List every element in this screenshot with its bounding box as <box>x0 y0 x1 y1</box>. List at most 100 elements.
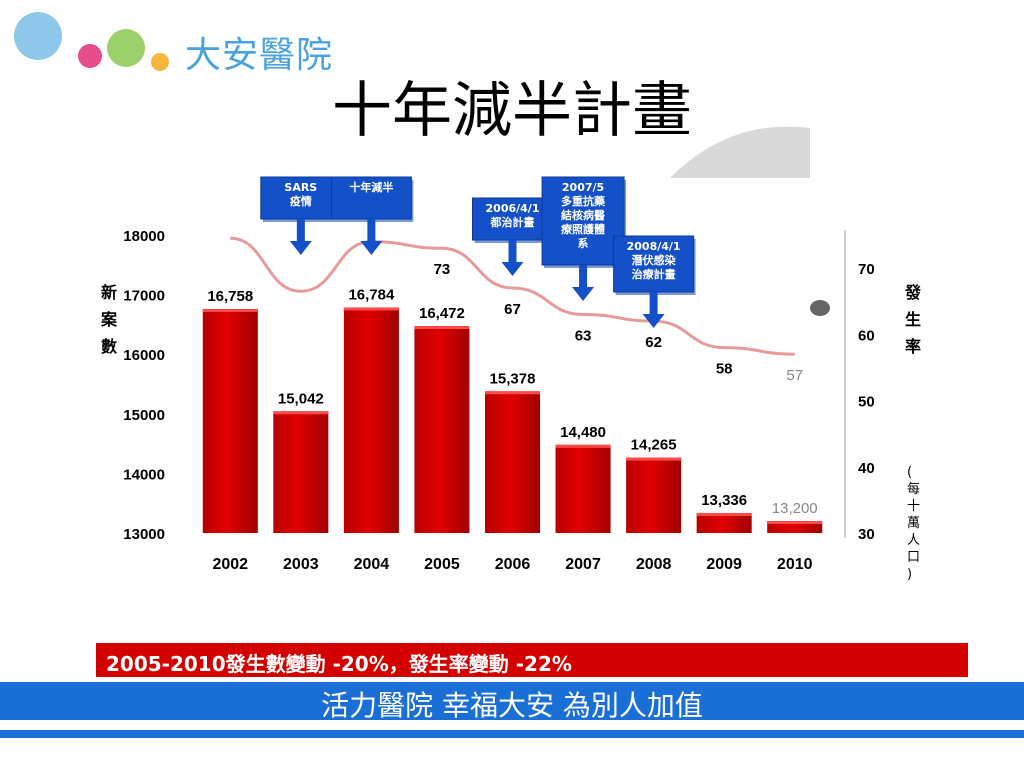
rate-value-label: 58 <box>716 361 733 378</box>
rate-value-label: 62 <box>645 334 662 351</box>
logo-circle-yellow <box>151 53 169 71</box>
bar-highlight <box>696 512 752 516</box>
bar <box>555 444 611 533</box>
y-tick-label-right: 40 <box>858 460 875 477</box>
bar <box>484 391 541 533</box>
callout-text: 2006/4/1 <box>486 202 540 215</box>
bar-highlight <box>343 307 399 311</box>
callout-box <box>472 197 553 241</box>
summary-banner <box>96 643 968 677</box>
callout-box <box>260 176 342 220</box>
bar <box>767 521 823 533</box>
callout-text: 療照護體 <box>561 222 605 236</box>
logo-circle-green <box>107 29 145 67</box>
callout-arrow <box>289 219 312 255</box>
bar-value-label: 13,336 <box>701 492 747 509</box>
x-tick-label: 2009 <box>706 556 742 573</box>
bar-value-label: 15,378 <box>490 370 536 387</box>
x-tick-label: 2003 <box>283 556 319 573</box>
callout-text: 都治計畫 <box>490 215 535 229</box>
callout-arrow <box>501 240 524 276</box>
summary-text: 2005-2010發生數變動 -20%，發生率變動 -22% <box>106 652 572 676</box>
rate-value-label: 57 <box>786 367 803 384</box>
x-tick-label: 2005 <box>424 556 460 573</box>
callout-text: 2007/5 <box>562 181 604 194</box>
y-axis-unit-char: 每 <box>907 481 920 497</box>
x-tick-label: 2004 <box>354 556 390 573</box>
callout-text: 治療計畫 <box>632 267 676 281</box>
incidence-chart: 13000 14000 15000 16000 17000 18000 新案數 30 40 50 6… <box>100 176 922 582</box>
bar-highlight <box>202 309 258 313</box>
x-tick-label: 2010 <box>777 556 813 573</box>
callout-text: SARS <box>284 181 317 194</box>
y-axis-unit-char: 口 <box>907 550 920 565</box>
y-tick-label-right: 30 <box>858 526 875 543</box>
y-axis-unit-char: ( <box>907 465 912 480</box>
bar <box>414 326 470 533</box>
rate-value-label: 67 <box>504 301 521 318</box>
y-axis-label-left-char: 案 <box>100 310 118 329</box>
callout-arrow <box>642 292 665 328</box>
callout-box <box>613 235 695 293</box>
bar <box>343 307 399 533</box>
y-axis-unit-char: 萬 <box>907 516 920 531</box>
y-tick-label-left: 15000 <box>123 407 165 424</box>
bar-highlight <box>767 521 823 525</box>
callout-text: 潛伏感染 <box>632 253 677 267</box>
bar-value-label: 13,200 <box>772 500 818 517</box>
bar-highlight <box>484 391 541 395</box>
bar <box>696 512 752 533</box>
callout-text: 結核病醫 <box>561 208 605 222</box>
y-axis-unit-char: ) <box>907 567 912 582</box>
x-tick-label: 2008 <box>636 556 672 573</box>
bar-value-label: 15,042 <box>278 390 324 407</box>
callout-text: 2008/4/1 <box>627 240 681 253</box>
callout-arrow <box>572 265 595 301</box>
y-axis-label-right-char: 發 <box>904 283 922 302</box>
bar <box>202 309 258 533</box>
y-axis-label-right-char: 生 <box>905 310 921 329</box>
rate-line <box>230 236 795 356</box>
y-tick-label-right: 70 <box>858 261 875 278</box>
y-axis-unit-char: 人 <box>907 533 920 548</box>
callout-box <box>330 176 412 220</box>
bar-highlight <box>273 411 329 415</box>
bar-highlight <box>414 326 470 330</box>
decorative-swoosh <box>670 126 810 178</box>
footer-slogan: 活力醫院 幸福大安 為別人加值 <box>321 689 703 722</box>
y-tick-label-left: 17000 <box>123 288 165 305</box>
bar-value-label: 16,472 <box>419 305 465 322</box>
marker-dot <box>810 300 830 316</box>
footer-line <box>0 730 1024 738</box>
bar-value-label: 14,480 <box>560 424 606 441</box>
page-title: 十年減半計畫 <box>332 76 692 146</box>
bar-value-label: 14,265 <box>631 437 677 454</box>
callout-box <box>541 176 625 266</box>
x-tick-label: 2002 <box>212 556 248 573</box>
bar <box>626 457 682 533</box>
y-axis-label-right-char: 率 <box>905 337 921 356</box>
logo-circle-pink <box>78 44 102 68</box>
logo-circle-blue <box>14 12 62 60</box>
logo-text: 大安醫院 <box>185 35 334 76</box>
x-tick-label: 2006 <box>495 556 531 573</box>
y-axis-unit-char: 十 <box>907 499 920 514</box>
rate-value-label: 63 <box>575 327 592 344</box>
bar-highlight <box>626 457 682 461</box>
y-tick-label-left: 18000 <box>123 228 165 245</box>
footer-bar <box>0 682 1024 720</box>
x-tick-label: 2007 <box>565 556 601 573</box>
bar-value-label: 16,784 <box>348 286 395 303</box>
bar-highlight <box>555 444 611 448</box>
callout-text: 疫情 <box>290 194 312 208</box>
bar-value-label: 16,758 <box>207 288 253 305</box>
y-tick-label-left: 14000 <box>123 466 165 483</box>
bar <box>273 411 329 533</box>
y-tick-label-left: 13000 <box>123 526 165 543</box>
y-tick-label-left: 16000 <box>123 347 165 364</box>
y-tick-label-right: 50 <box>858 394 875 411</box>
callout-text: 系 <box>578 236 589 250</box>
y-tick-label-right: 60 <box>858 327 875 344</box>
callout-text: 十年減半 <box>349 180 393 194</box>
y-axis-label-left-char: 數 <box>101 337 117 356</box>
